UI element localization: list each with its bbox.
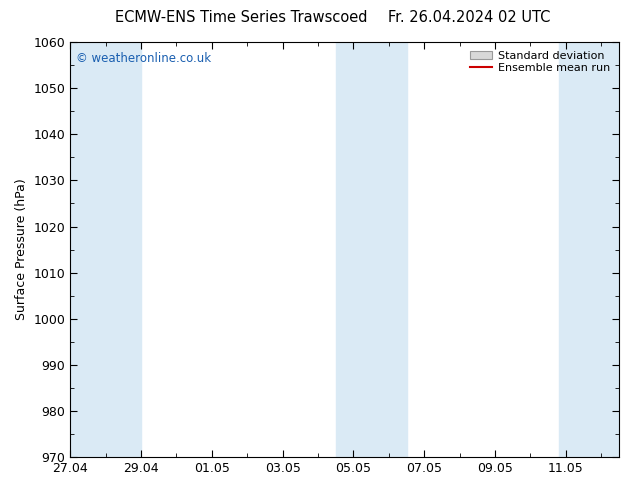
- Y-axis label: Surface Pressure (hPa): Surface Pressure (hPa): [15, 179, 28, 320]
- Text: Fr. 26.04.2024 02 UTC: Fr. 26.04.2024 02 UTC: [388, 10, 550, 25]
- Legend: Standard deviation, Ensemble mean run: Standard deviation, Ensemble mean run: [467, 48, 614, 76]
- Bar: [70, 42, 141, 457]
- Text: © weatheronline.co.uk: © weatheronline.co.uk: [76, 52, 211, 66]
- Bar: [336, 42, 406, 457]
- Text: ECMW-ENS Time Series Trawscoed: ECMW-ENS Time Series Trawscoed: [115, 10, 367, 25]
- Bar: [559, 42, 619, 457]
